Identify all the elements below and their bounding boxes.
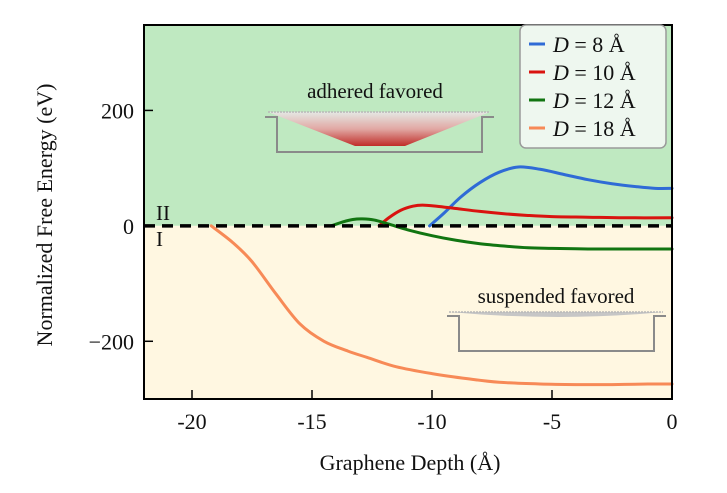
y-tick-label: 0 [123, 214, 134, 239]
region-ii-label: II [156, 201, 170, 225]
y-tick-label: 200 [101, 98, 134, 123]
series-line-d12 [329, 217, 674, 251]
legend-entry-label: D = 10 Å [552, 60, 636, 85]
legend-entry-label: D = 12 Å [552, 88, 636, 113]
series-line-d18 [209, 224, 674, 387]
x-tick-label: -5 [543, 409, 561, 434]
y-tick-label: −200 [89, 329, 134, 354]
plot-frame [143, 24, 673, 400]
adhered-trench-outline [265, 116, 494, 153]
region-ii-annotation: adhered favored [307, 79, 443, 103]
x-tick-label: -10 [417, 409, 446, 434]
x-tick-label: -15 [297, 409, 326, 434]
x-tick-label: 0 [667, 409, 678, 434]
series-line-d10 [377, 203, 674, 228]
legend: D = 8 Å D = 10 Å D = 12 Å D = 18 Å [519, 24, 667, 149]
legend-entry-label: D = 8 Å [552, 32, 625, 57]
legend-entry-label: D = 18 Å [552, 116, 636, 141]
suspended-trench-outline [447, 315, 666, 352]
suspended-favored-inset [447, 311, 666, 352]
legend-box [519, 24, 667, 149]
x-tick-label: -20 [177, 409, 206, 434]
region-i-label: I [156, 227, 163, 251]
suspended-graphene-sheet [449, 312, 663, 317]
x-axis-label: Graphene Depth (Å) [320, 450, 501, 475]
region-i-annotation: suspended favored [478, 284, 635, 308]
series-line-d8 [428, 165, 674, 228]
adhered-favored-inset [265, 111, 494, 153]
adhered-graphene-sheet [268, 112, 490, 146]
y-axis-label: Normalized Free Energy (eV) [32, 84, 57, 347]
